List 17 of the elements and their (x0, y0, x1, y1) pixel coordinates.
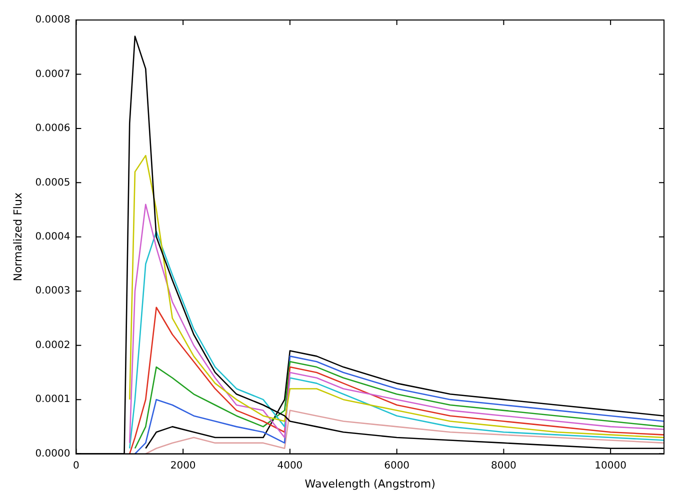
y-tick-label: 0.0000 (35, 448, 70, 460)
x-tick-label: 2000 (170, 460, 196, 472)
x-tick-label: 4000 (277, 460, 303, 472)
x-axis-title: Wavelength (Angstrom) (304, 477, 436, 490)
x-tick-label: 8000 (490, 460, 516, 472)
y-tick-label: 0.0007 (35, 68, 70, 80)
y-tick-label: 0.0001 (35, 394, 70, 406)
y-axis-title: Normalized Flux (11, 192, 24, 282)
x-tick-label: 6000 (384, 460, 410, 472)
y-tick-label: 0.0006 (35, 123, 70, 134)
x-tick-label: 0 (73, 460, 80, 472)
y-tick-label: 0.0005 (35, 177, 70, 188)
y-tick-label: 0.0003 (35, 286, 70, 297)
y-tick-label: 0.0004 (35, 231, 70, 242)
y-tick-label: 0.0008 (35, 14, 70, 26)
y-tick-label: 0.0002 (35, 340, 70, 351)
x-tick-label: 10000 (594, 460, 626, 472)
